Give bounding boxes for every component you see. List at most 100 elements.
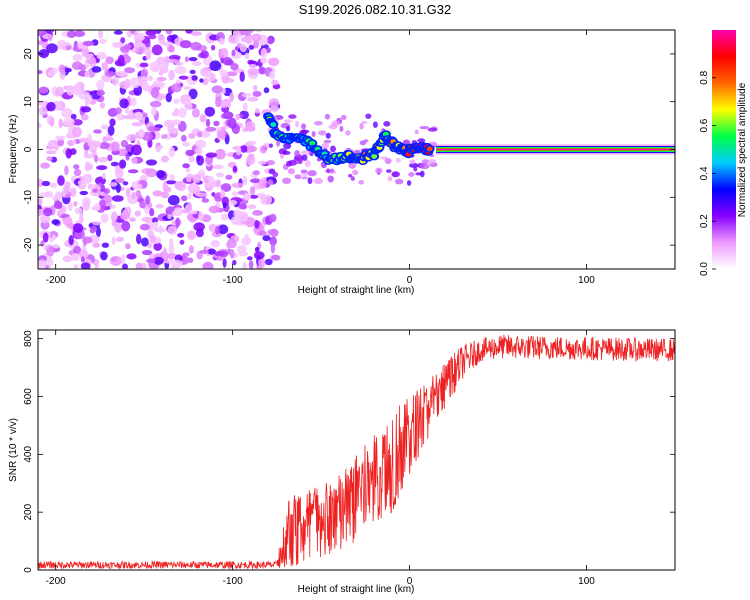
spectrogram-noise-mark (115, 183, 121, 194)
spectrogram-noise-mark (107, 154, 113, 161)
spectrogram-noise-mark (94, 154, 99, 163)
y-tick-label: 200 (23, 503, 34, 520)
spectrogram-noise-mark (155, 145, 164, 150)
spectrogram-transition-scatter (297, 157, 303, 165)
spectrogram-noise-mark (260, 47, 267, 59)
spectrogram-noise-mark (147, 242, 153, 249)
spectrogram-noise-mark (126, 253, 137, 260)
spectrogram-noise-mark (125, 243, 131, 250)
transition-path-core (270, 122, 277, 128)
spectrogram-noise-mark (125, 154, 130, 161)
spectrogram-transition-scatter (372, 121, 378, 128)
spectrogram-noise-mark (263, 87, 270, 94)
spectrogram-noise-mark (46, 43, 58, 54)
spectrogram-transition-scatter (282, 177, 292, 184)
spectrogram-noise-mark (202, 261, 214, 269)
spectrogram-noise-mark (146, 258, 156, 264)
spectrogram-transition-scatter (295, 120, 300, 128)
spectrogram-noise-mark (92, 242, 100, 248)
spectrogram-noise-mark (246, 140, 257, 146)
x-tick-label: 100 (578, 275, 595, 286)
spectrogram-noise-mark (72, 119, 83, 126)
spectrogram-noise-mark (38, 86, 49, 94)
spectrogram-x-axis-title: Height of straight line (km) (298, 285, 415, 296)
spectrogram-noise-mark (252, 170, 260, 176)
spectrogram-noise-mark (121, 220, 131, 232)
spectrogram-noise-mark (247, 153, 255, 161)
spectrogram-transition-scatter (403, 139, 410, 145)
spectrogram-noise-mark (144, 206, 149, 215)
spectrogram-noise-mark (235, 113, 240, 121)
spectrogram-noise-mark (43, 30, 55, 34)
transition-path-core (371, 153, 378, 159)
spectrogram-noise-mark (178, 107, 187, 118)
spectrogram-noise-mark (82, 173, 93, 184)
x-tick-label: -100 (223, 576, 243, 587)
spectrogram-noise-mark (145, 159, 158, 166)
spectrogram-noise-mark (187, 192, 192, 200)
spectrogram-transition-scatter (380, 156, 388, 160)
spectrogram-noise-mark (161, 134, 168, 139)
spectrogram-noise-mark (257, 160, 267, 165)
spectrogram-noise-mark (90, 225, 98, 233)
spectrogram-noise-mark (94, 259, 99, 269)
spectrogram-transition-scatter (394, 178, 404, 185)
spectrogram-noise-mark (80, 262, 91, 269)
spectrogram-noise-mark (231, 191, 239, 197)
spectrogram-noise-mark (168, 146, 175, 158)
spectrogram-noise-mark (264, 258, 273, 266)
spectrogram-noise-mark (84, 161, 91, 172)
colorbar-tick-label: 0.2 (699, 214, 710, 228)
spectrogram-noise-mark (189, 69, 196, 75)
spectrogram-noise-mark (269, 70, 276, 80)
spectrogram-transition-scatter (280, 153, 284, 159)
spectrogram-noise-mark (38, 259, 47, 269)
spectrogram-noise-mark (168, 58, 180, 64)
spectrogram-noise-mark (139, 201, 146, 209)
spectrogram-noise-mark (196, 155, 205, 166)
spectrogram-transition-scatter (395, 158, 401, 163)
spectrogram-noise-mark (110, 161, 119, 167)
spectrogram-transition-scatter (282, 150, 291, 155)
spectrogram-transition-scatter (283, 119, 293, 123)
spectrogram-noise-mark (99, 102, 106, 109)
spectrogram-noise-mark (209, 60, 222, 71)
spectrogram-noise-mark (38, 30, 46, 37)
spectrogram-noise-mark (73, 30, 86, 37)
spectrogram-noise-mark (45, 150, 57, 155)
spectrogram-noise-mark (222, 56, 233, 66)
spectrogram-noise-mark (101, 242, 109, 248)
spectrogram-noise-mark (251, 33, 262, 42)
spectrogram-noise-mark (268, 98, 280, 108)
spectrogram-noise-mark (73, 201, 78, 207)
spectrogram-transition-scatter (348, 174, 353, 178)
spectrogram-noise-mark (82, 236, 88, 247)
spectrogram-transition-scatter (324, 113, 330, 120)
spectrogram-noise-mark (131, 122, 143, 127)
spectrogram-noise-mark (71, 61, 83, 70)
spectrogram-noise-mark (100, 213, 109, 224)
spectrogram-noise-mark (175, 217, 181, 228)
spectrogram-noise-mark (165, 30, 173, 35)
spectrogram-noise-mark (91, 148, 97, 156)
spectrogram-noise-mark (239, 30, 250, 36)
spectrogram-noise-mark (241, 236, 252, 246)
spectrogram-noise-mark (246, 145, 257, 153)
spectrogram-noise-mark (79, 190, 89, 196)
spectrogram-noise-mark (152, 221, 159, 227)
spectrogram-transition-scatter (413, 166, 418, 172)
spectrogram-noise-mark (232, 165, 238, 173)
spectrogram-noise-mark (149, 234, 156, 244)
spectrogram-noise-mark (226, 71, 238, 77)
spectrogram-noise-mark (210, 240, 220, 248)
spectrogram-noise-mark (231, 49, 236, 57)
steady-line-core (436, 149, 675, 150)
spectrogram-noise-mark (268, 213, 277, 223)
spectrogram-noise-mark (56, 210, 63, 217)
snr-y-axis-title: SNR (10 * v/v) (8, 418, 19, 482)
spectrogram-noise-mark (217, 224, 229, 235)
spectrogram-noise-mark (96, 90, 105, 96)
spectrogram-noise-mark (103, 194, 113, 204)
spectrogram-noise-mark (42, 232, 49, 243)
spectrogram-noise-mark (168, 45, 175, 53)
